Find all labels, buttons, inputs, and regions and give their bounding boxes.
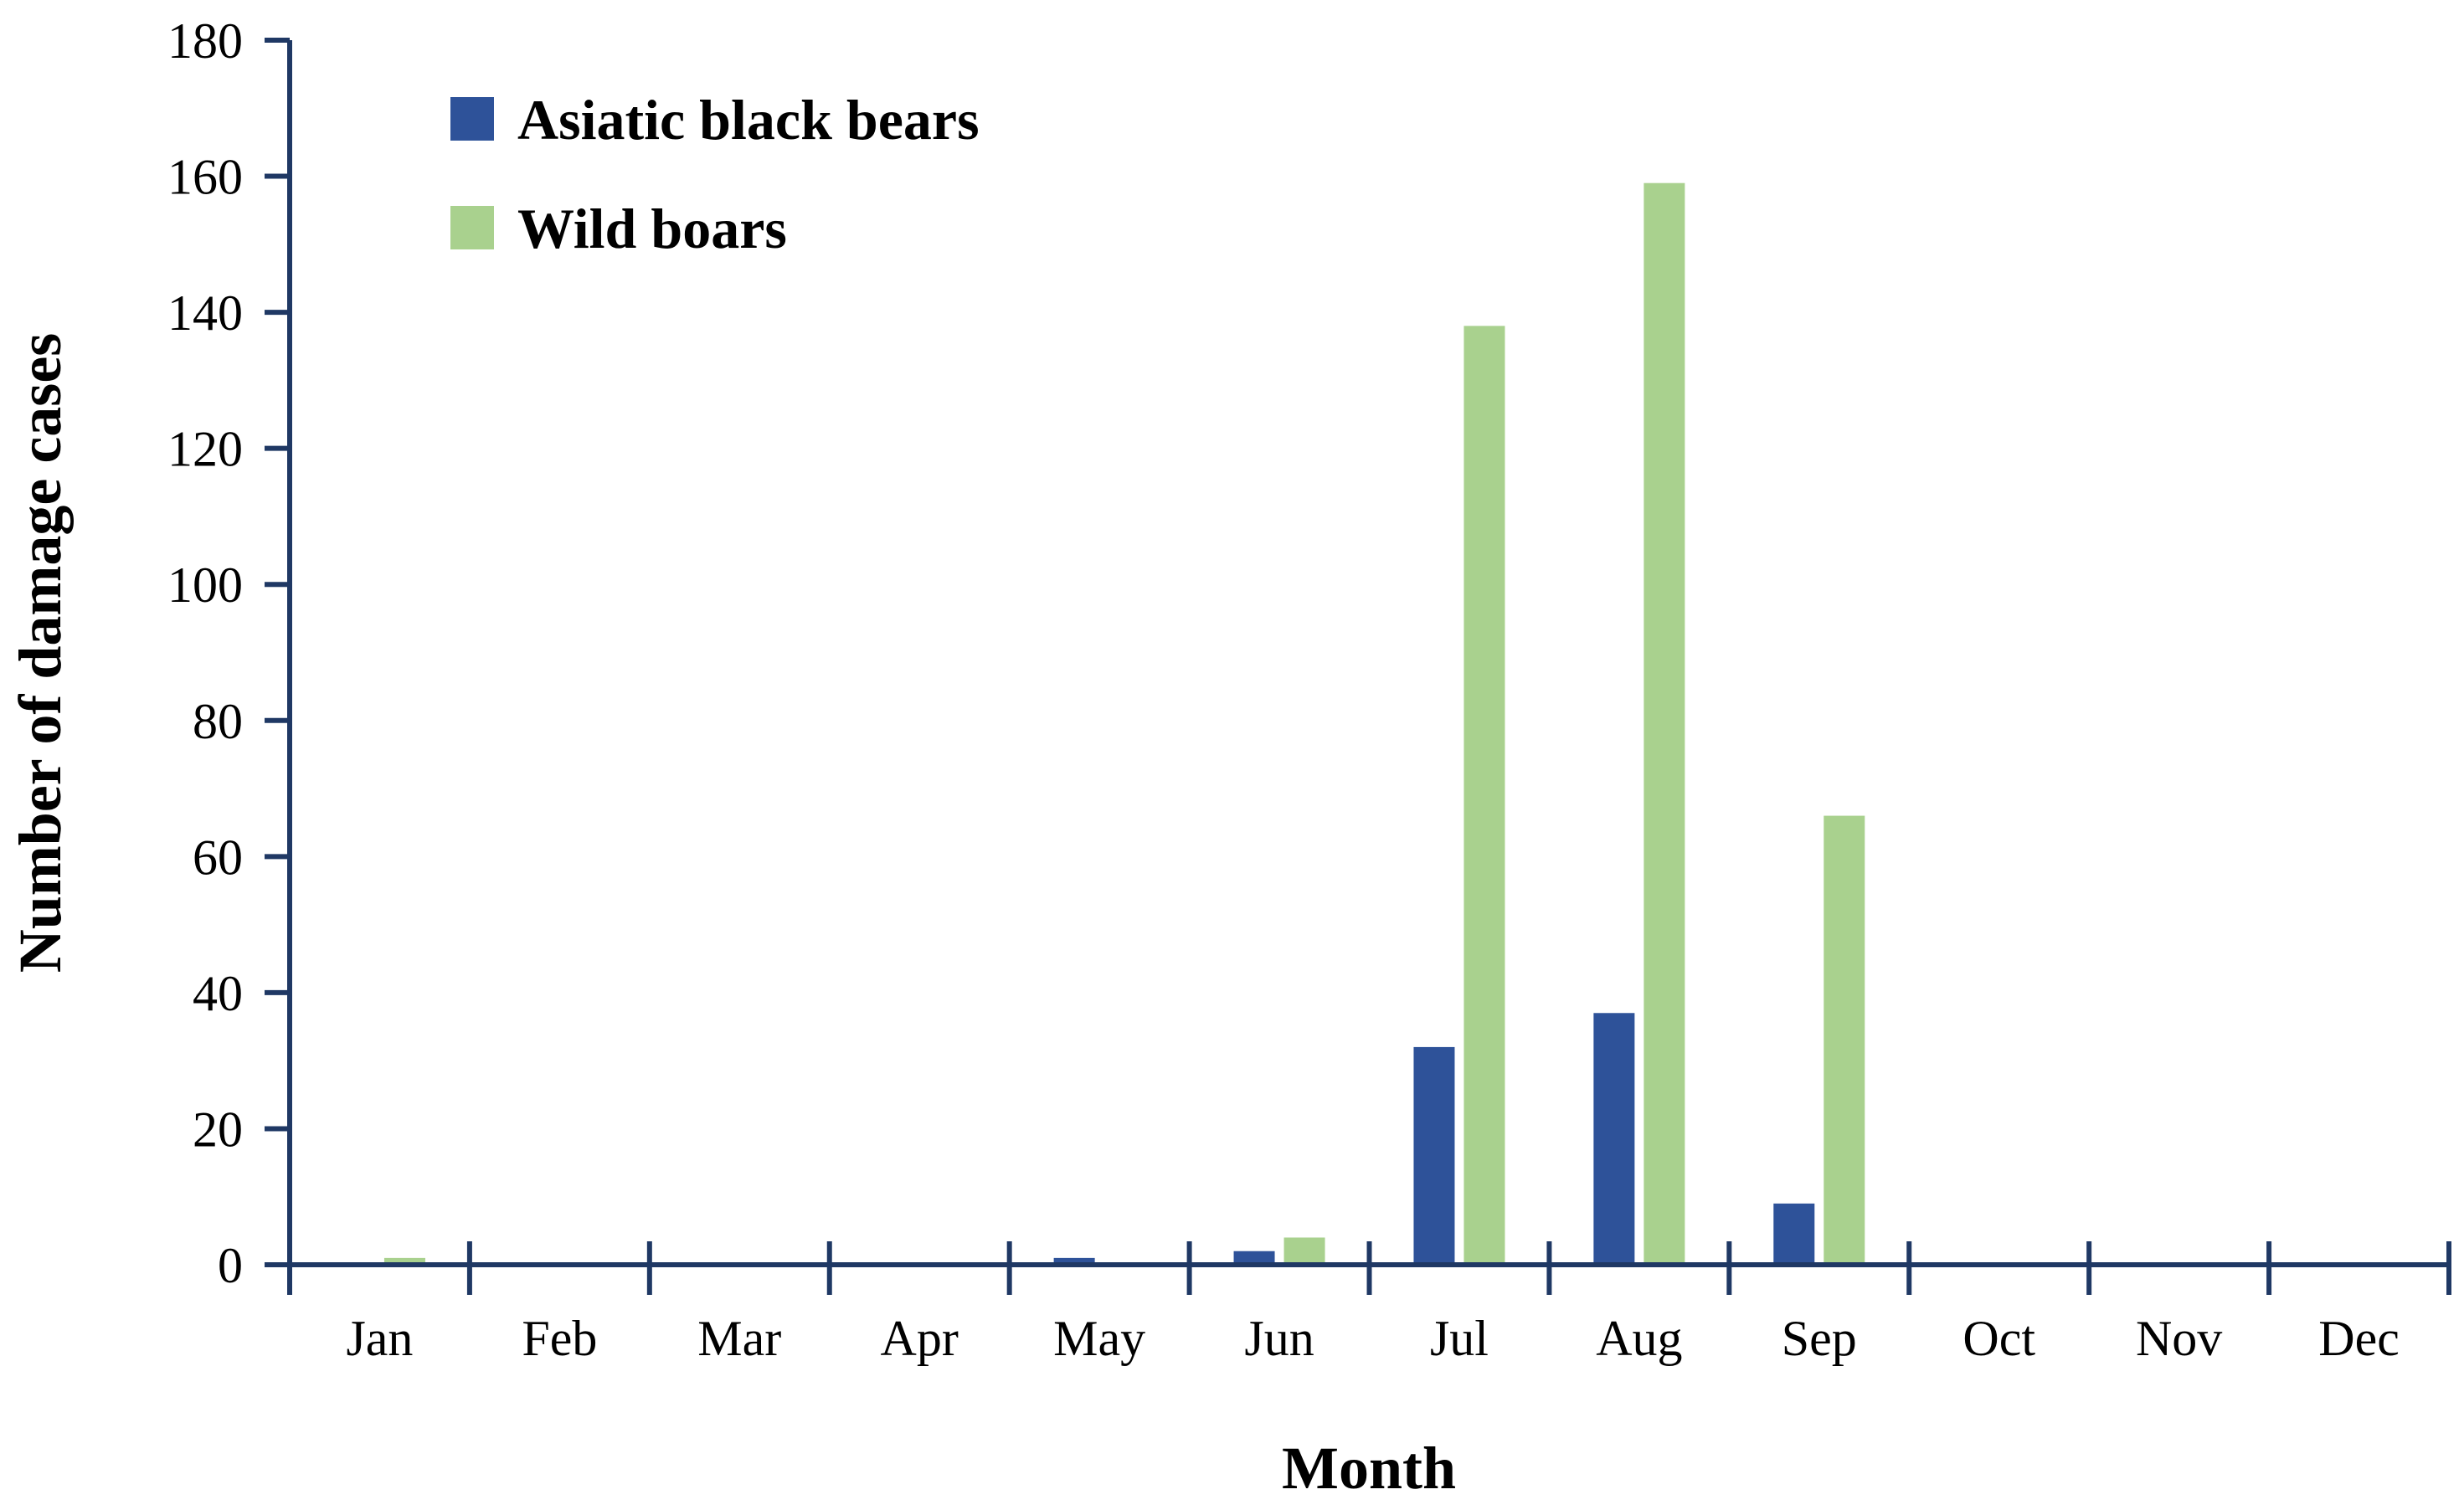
legend-swatch (450, 206, 494, 249)
bar-wild-boars-jun (1283, 1237, 1325, 1265)
legend-label: Wild boars (517, 197, 787, 260)
legend: Asiatic black bears Wild boars (450, 88, 980, 260)
bar-wild-boars-sep (1824, 815, 1865, 1265)
bar-wild-boars-aug (1644, 182, 1685, 1265)
legend-label: Asiatic black bears (517, 88, 980, 152)
y-axis-title: Number of damage cases (7, 333, 74, 973)
x-tick-label: Dec (2318, 1311, 2400, 1366)
x-tick-label: Aug (1596, 1311, 1682, 1366)
x-tick-label: Nov (2136, 1311, 2222, 1366)
x-tick-label: Jul (1430, 1311, 1489, 1366)
y-tick-label: 100 (167, 557, 243, 613)
y-ticks-group: 0 20 40 60 80 100 120 140 160 180 (167, 13, 290, 1293)
x-tick-label: Jun (1244, 1311, 1314, 1366)
x-tick-label: Jan (346, 1311, 413, 1366)
y-tick-label: 0 (218, 1238, 243, 1293)
x-tick-label: Sep (1782, 1311, 1857, 1366)
bar-asiatic-black-bears-aug (1593, 1013, 1635, 1265)
x-tick-label: Feb (522, 1311, 597, 1366)
y-tick-label: 20 (193, 1102, 243, 1157)
legend-swatch (450, 97, 494, 141)
x-tick-label: Apr (881, 1311, 959, 1366)
x-axis-title: Month (1282, 1435, 1456, 1502)
x-tick-label: May (1053, 1311, 1145, 1366)
bar-asiatic-black-bears-may (1053, 1257, 1095, 1265)
bar-wild-boars-jan (383, 1257, 425, 1265)
bar-asiatic-black-bears-jul (1413, 1046, 1455, 1265)
y-tick-label: 160 (167, 150, 243, 205)
x-ticks-group: Jan Feb Mar Apr May Jun Jul Aug Sep Oct Nov Dec (287, 1241, 2451, 1366)
y-tick-label: 180 (167, 13, 243, 69)
bars-group (383, 182, 1865, 1265)
y-tick-label: 40 (193, 966, 243, 1021)
bar-asiatic-black-bears-jun (1233, 1251, 1275, 1265)
x-tick-label: Oct (1962, 1311, 2035, 1366)
bar-wild-boars-jul (1463, 326, 1505, 1265)
y-tick-label: 60 (193, 829, 243, 885)
bar-asiatic-black-bears-sep (1773, 1203, 1815, 1265)
y-tick-label: 140 (167, 285, 243, 341)
y-tick-label: 120 (167, 422, 243, 477)
y-tick-label: 80 (193, 694, 243, 749)
x-tick-label: Mar (697, 1311, 781, 1366)
